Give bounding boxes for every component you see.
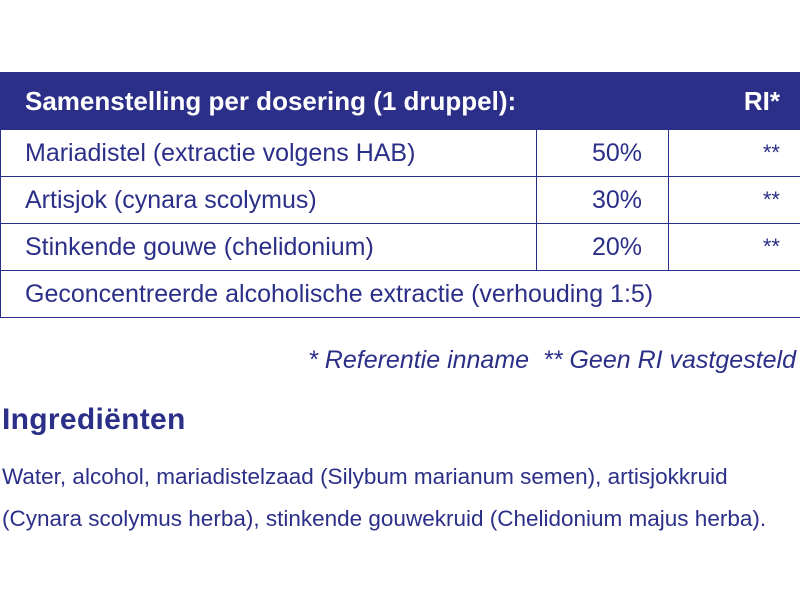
ingredient-percentage: 20% <box>536 223 669 271</box>
ingredient-percentage: 30% <box>536 176 669 224</box>
footnotes: * Referentie inname ** Geen RI vastgestel… <box>308 346 796 375</box>
ingredient-percentage: 50% <box>536 129 669 177</box>
table-note-row: Geconcentreerde alcoholische extractie (… <box>0 270 800 318</box>
composition-title: Samenstelling per dosering (1 druppel): <box>0 72 669 130</box>
composition-table: Samenstelling per dosering (1 druppel): … <box>0 72 800 318</box>
ingredients-text: Water, alcohol, mariadistelzaad (Silybum… <box>2 456 800 540</box>
footnote-ri-reference: * Referentie inname <box>308 346 530 374</box>
ingredients-line-1: Water, alcohol, mariadistelzaad (Silybum… <box>2 464 728 489</box>
table-row: Artisjok (cynara scolymus) 30% ** <box>0 176 800 224</box>
ingredient-ri: ** <box>668 176 800 224</box>
ri-header: RI* <box>668 72 800 130</box>
footnote-no-ri: ** Geen RI vastgesteld <box>543 346 796 374</box>
ingredient-name: Artisjok (cynara scolymus) <box>0 176 537 224</box>
table-row: Stinkende gouwe (chelidonium) 20% ** <box>0 223 800 271</box>
ingredient-name: Stinkende gouwe (chelidonium) <box>0 223 537 271</box>
ingredients-heading: Ingrediënten <box>2 403 186 436</box>
table-row: Mariadistel (extractie volgens HAB) 50% … <box>0 129 800 177</box>
composition-header-row: Samenstelling per dosering (1 druppel): … <box>0 72 800 130</box>
ingredient-ri: ** <box>668 223 800 271</box>
extraction-note: Geconcentreerde alcoholische extractie (… <box>0 270 800 318</box>
ingredients-line-2: (Cynara scolymus herba), stinkende gouwe… <box>2 506 767 531</box>
ingredient-name: Mariadistel (extractie volgens HAB) <box>0 129 537 177</box>
ingredient-ri: ** <box>668 129 800 177</box>
